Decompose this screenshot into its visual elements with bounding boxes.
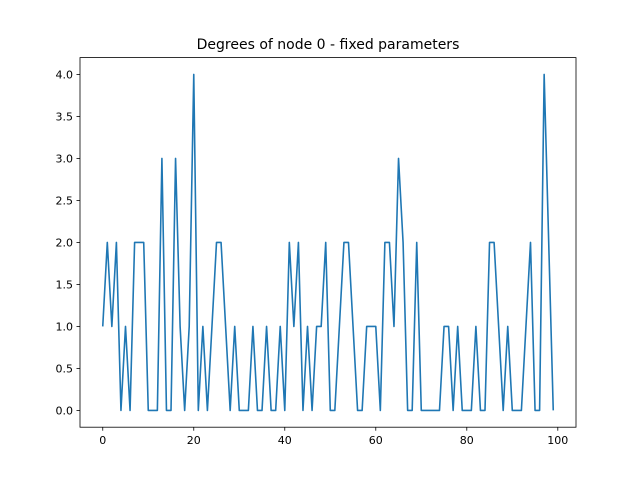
x-tick-label: 20	[187, 434, 201, 447]
x-tick-label: 100	[547, 434, 568, 447]
y-tick-label: 3.0	[56, 152, 74, 165]
plot-area	[101, 73, 555, 412]
x-tick-label: 0	[99, 434, 106, 447]
y-tick-label: 0.0	[56, 404, 74, 417]
y-tick-label: 1.0	[56, 320, 74, 333]
y-tick-label: 0.5	[56, 362, 74, 375]
y-tick-label: 4.0	[56, 68, 74, 81]
y-axis: 0.0 0.5 1.0 1.5 2.0 2.5 3.0 3.5 4.0	[56, 68, 80, 417]
y-tick-label: 1.5	[56, 278, 74, 291]
y-tick-label: 3.5	[56, 110, 74, 123]
x-axis: 0 20 40 60 80 100	[99, 427, 568, 447]
x-tick-label: 40	[278, 434, 292, 447]
y-tick-label: 2.5	[56, 194, 74, 207]
y-tick-label: 2.0	[56, 236, 74, 249]
chart-title: Degrees of node 0 - fixed parameters	[197, 37, 460, 53]
x-tick-label: 60	[369, 434, 383, 447]
series-line-0	[101, 73, 555, 412]
x-tick-label: 80	[460, 434, 474, 447]
